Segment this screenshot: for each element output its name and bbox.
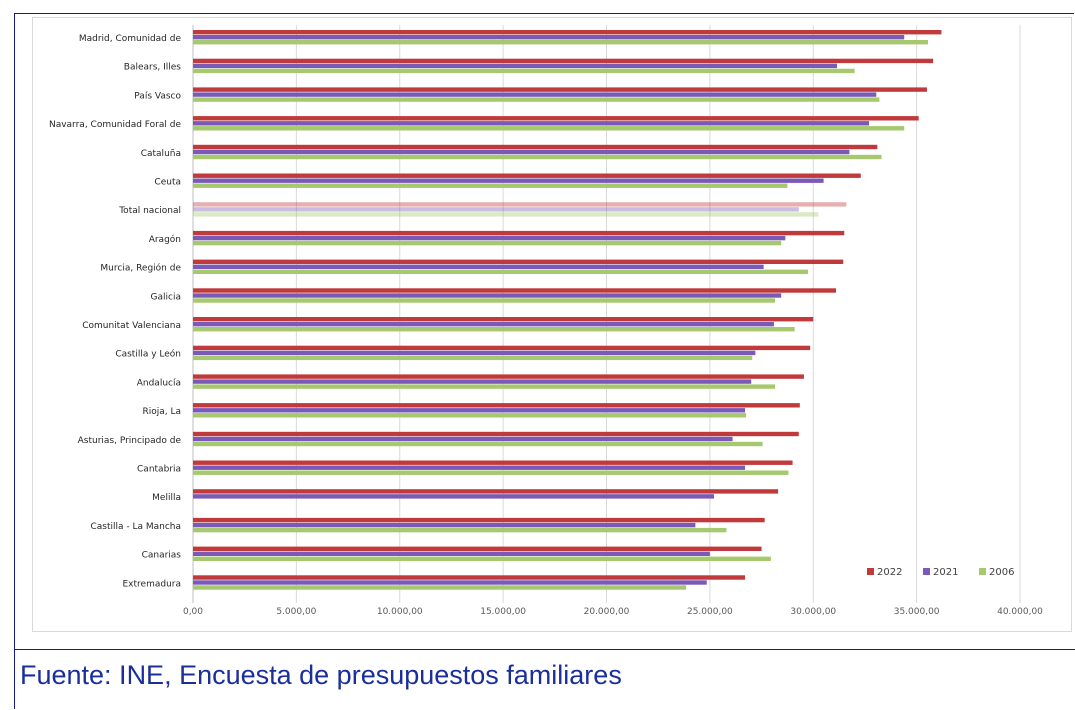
legend-label: 2006 xyxy=(989,567,1014,578)
bar xyxy=(193,345,811,351)
bar xyxy=(193,293,782,298)
category-label: Rioja, La xyxy=(142,407,181,417)
legend-label: 2021 xyxy=(933,567,958,578)
bar xyxy=(193,202,847,207)
chart-area: 0,00 5.000,00 10.000,00 15.000,00 20.000,00 2… xyxy=(32,17,1072,632)
bar xyxy=(193,413,747,418)
bar xyxy=(193,87,927,92)
legend-swatch xyxy=(867,568,874,575)
category-label: Cantabria xyxy=(137,465,181,475)
category-label: Melilla xyxy=(152,493,181,503)
bar xyxy=(193,350,756,356)
bar xyxy=(193,585,687,590)
divider-line xyxy=(14,649,1075,650)
category-label: Balears, Illes xyxy=(124,63,182,73)
x-tick-label: 40.000,00 xyxy=(997,607,1043,617)
x-tick-label: 25.000,00 xyxy=(687,607,733,617)
category-label: Aragón xyxy=(149,234,181,245)
legend-label: 2022 xyxy=(877,567,902,578)
bar xyxy=(193,58,934,64)
bar xyxy=(193,494,715,499)
bar xyxy=(193,298,776,303)
bar xyxy=(193,575,746,580)
bar xyxy=(193,269,809,274)
category-label: País Vasco xyxy=(134,91,181,101)
category-label: Comunitat Valenciana xyxy=(82,321,181,331)
x-tick-label: 0,00 xyxy=(183,607,203,617)
bar xyxy=(193,230,845,236)
category-label: Madrid, Comunidad de xyxy=(79,34,182,44)
category-label: Castilla y León xyxy=(115,349,181,360)
bar xyxy=(193,460,793,465)
bar xyxy=(193,517,765,523)
bar xyxy=(193,97,880,102)
legend-swatch xyxy=(923,568,930,575)
outer-frame xyxy=(14,13,1074,709)
bar xyxy=(193,63,838,69)
x-tick-label: 20.000,00 xyxy=(584,607,630,617)
bar xyxy=(193,30,942,35)
category-label: Castilla - La Mancha xyxy=(90,522,181,532)
bar xyxy=(193,327,795,332)
x-tick-label: 30.000,00 xyxy=(790,607,836,617)
bar xyxy=(193,436,733,442)
x-tick-label: 10.000,00 xyxy=(377,607,423,617)
bar xyxy=(193,144,878,150)
x-tick-label: 5.000,00 xyxy=(276,607,316,617)
category-label: Ceuta xyxy=(154,178,181,188)
bar xyxy=(193,580,707,585)
x-tick-label: 15.000,00 xyxy=(480,607,526,617)
category-label: Extremadura xyxy=(123,579,182,589)
bar xyxy=(193,465,746,470)
bar xyxy=(193,235,786,241)
category-label: Murcia, Región de xyxy=(100,263,181,274)
bar xyxy=(193,173,861,178)
bar xyxy=(193,240,782,246)
bar xyxy=(193,149,850,155)
bar xyxy=(193,551,710,556)
bar xyxy=(193,212,819,217)
bar xyxy=(193,288,836,293)
bar xyxy=(193,92,877,97)
bar xyxy=(193,431,799,437)
bar xyxy=(193,546,762,551)
bar xyxy=(193,68,855,74)
bar xyxy=(193,317,814,322)
bar xyxy=(193,259,844,264)
bar xyxy=(193,527,727,533)
bar xyxy=(193,40,928,45)
bar xyxy=(193,116,919,121)
bar xyxy=(193,374,804,379)
bar xyxy=(193,489,779,494)
bar xyxy=(193,178,824,183)
bar xyxy=(193,379,752,384)
bar xyxy=(193,35,905,40)
category-label: Total nacional xyxy=(118,206,181,216)
bar xyxy=(193,154,882,160)
bar xyxy=(193,403,800,408)
bar xyxy=(193,384,776,389)
bar xyxy=(193,126,905,131)
bar xyxy=(193,264,764,269)
bar xyxy=(193,408,746,413)
bar xyxy=(193,183,788,188)
category-label: Asturias, Principado de xyxy=(78,436,182,446)
bar xyxy=(193,355,753,361)
bar xyxy=(193,207,799,212)
legend-swatch xyxy=(979,568,986,575)
bar xyxy=(193,121,870,126)
bar xyxy=(193,322,774,327)
category-label: Cataluña xyxy=(141,149,181,159)
bar-chart: 0,00 5.000,00 10.000,00 15.000,00 20.000,00 2… xyxy=(49,25,1043,617)
bar xyxy=(193,441,763,447)
category-label: Andalucía xyxy=(137,378,181,388)
x-tick-label: 35.000,00 xyxy=(894,607,940,617)
bar xyxy=(193,470,789,475)
category-label: Canarias xyxy=(142,551,182,561)
source-note: Fuente: INE, Encuesta de presupuestos fa… xyxy=(20,660,622,690)
category-label: Navarra, Comunidad Foral de xyxy=(49,120,181,130)
category-label: Galicia xyxy=(151,292,181,302)
bar xyxy=(193,556,771,561)
bar xyxy=(193,522,696,528)
